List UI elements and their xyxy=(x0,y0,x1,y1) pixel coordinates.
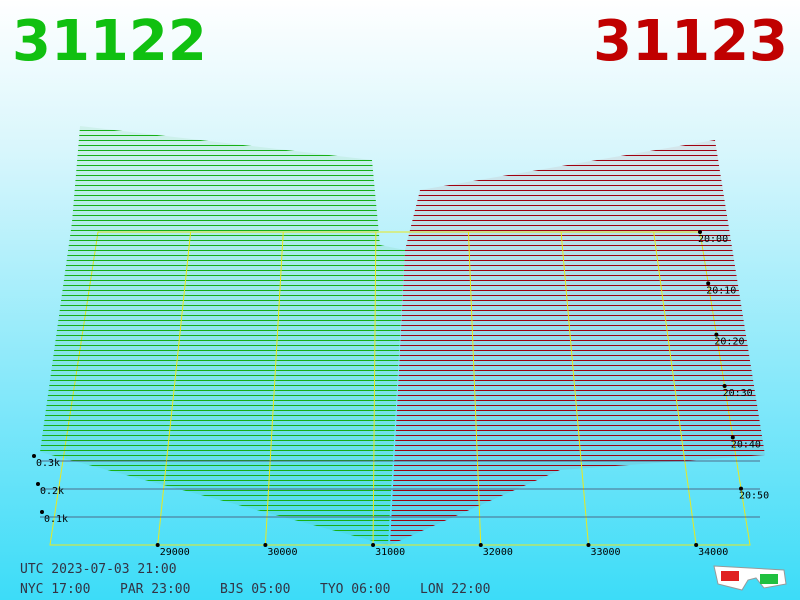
x-tick-dot xyxy=(586,543,591,547)
x-tick-label: 30000 xyxy=(267,547,297,558)
x-tick-dot xyxy=(263,543,268,547)
x-tick-label: 31000 xyxy=(375,547,405,558)
clock: BJS 05:00 xyxy=(220,582,290,597)
bid-surface xyxy=(40,126,405,545)
time-tick-label: 20:30 xyxy=(723,388,753,399)
x-tick-label: 32000 xyxy=(483,547,513,558)
z-tick-dot xyxy=(36,482,40,486)
time-tick-label: 20:20 xyxy=(714,337,744,348)
time-tick-dot xyxy=(739,486,743,491)
time-tick-dot xyxy=(714,332,719,337)
3d-glasses-icon xyxy=(713,565,787,591)
x-tick-dot xyxy=(155,543,160,547)
z-tick-label: 0.1k xyxy=(44,514,68,525)
ticks: 29000 30000 31000 32000 33000 34000 0.1k 0.2k 0.… xyxy=(32,230,769,558)
x-grid-line xyxy=(653,231,697,546)
timestamp: UTC 2023-07-03 21:00 xyxy=(20,562,177,577)
clock: PAR 23:00 xyxy=(120,582,190,597)
z-tick-dot xyxy=(40,510,44,514)
time-tick-dot xyxy=(706,281,711,286)
x-grid-line xyxy=(372,231,377,546)
x-tick-dot xyxy=(371,543,376,547)
time-tick-label: 20:10 xyxy=(706,285,736,296)
z-tick-label: 0.2k xyxy=(40,486,64,497)
ask-surface xyxy=(390,140,765,545)
x-tick-dot xyxy=(694,543,699,547)
clock: LON 22:00 xyxy=(420,582,490,597)
clock: TYO 06:00 xyxy=(320,582,390,597)
x-grid-line xyxy=(467,231,482,546)
time-tick-dot xyxy=(722,383,727,388)
time-tick-label: 20:40 xyxy=(731,439,761,450)
time-tick-label: 20:00 xyxy=(698,234,728,245)
clocks: NYC 17:00 PAR 23:00 BJS 05:00 TYO 06:00 LON … xyxy=(20,582,490,597)
z-tick-dot xyxy=(32,454,36,458)
x-tick-dot xyxy=(478,543,483,547)
x-grid-line xyxy=(560,231,589,546)
time-tick-dot xyxy=(698,230,702,234)
z-tick-label: 0.3k xyxy=(36,458,60,469)
x-tick-label: 29000 xyxy=(160,547,190,558)
time-tick-label: 20:50 xyxy=(739,491,769,502)
clock: NYC 17:00 xyxy=(20,582,90,597)
best-bid: 31122 xyxy=(12,9,207,74)
x-grid-line xyxy=(157,231,192,546)
x-tick-label: 33000 xyxy=(590,547,620,558)
x-tick-label: 34000 xyxy=(698,547,728,558)
best-ask: 31123 xyxy=(593,9,788,74)
time-tick-dot xyxy=(730,435,735,440)
x-grid-line xyxy=(264,231,284,546)
